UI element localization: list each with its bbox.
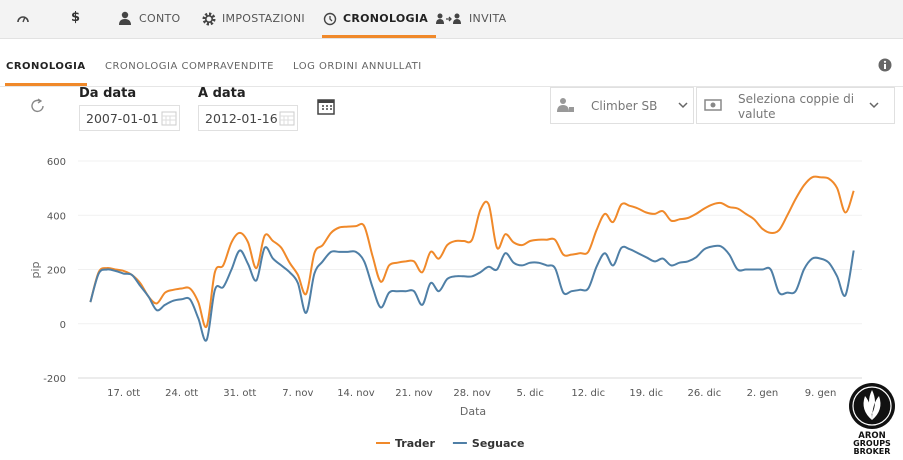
to-label: A data (198, 86, 246, 101)
pairs-select[interactable]: Seleziona coppie di valute (696, 87, 895, 124)
active-underline (322, 35, 436, 38)
nav-bar: $ CONTO IMPOSTAZIONI CRONOLOGIA INVITA (0, 0, 903, 39)
history-icon (323, 12, 337, 26)
account-icon (557, 98, 574, 112)
tab[interactable]: LOG ORDINI ANNULLATI (293, 61, 422, 72)
nav-item[interactable]: CRONOLOGIA (343, 12, 429, 25)
x-tick-label: 19. dic (629, 388, 663, 399)
x-tick-label: 21. nov (395, 388, 433, 399)
x-tick-label: 2. gen (747, 388, 779, 399)
invite-icon (436, 13, 461, 24)
account-select[interactable]: Climber SB (550, 87, 694, 124)
dashboard-icon[interactable] (16, 12, 30, 24)
y-axis-label: pip (29, 261, 42, 278)
tab[interactable]: CRONOLOGIA COMPRAVENDITE (105, 61, 274, 72)
x-tick-label: 12. dic (571, 388, 605, 399)
x-tick-label: 26. dic (688, 388, 722, 399)
from-label: Da data (79, 86, 137, 101)
from-input[interactable]: 2007-01-01 (79, 105, 180, 131)
series-line (89, 175, 855, 329)
nav-item[interactable]: INVITA (469, 12, 507, 25)
nav-item[interactable]: CONTO (139, 12, 181, 25)
x-tick-label: 5. dic (516, 388, 543, 399)
legend-label: Trader (395, 437, 435, 450)
info-icon[interactable] (878, 58, 892, 72)
x-tick-label: 9. gen (805, 388, 837, 399)
x-axis-label: Data (460, 405, 486, 418)
divider (0, 86, 903, 87)
nav-item[interactable]: IMPOSTAZIONI (222, 12, 305, 25)
logo (849, 383, 895, 429)
refresh-icon[interactable] (29, 97, 47, 115)
x-tick-label: 31. ott (223, 388, 256, 399)
pairs-value: Seleziona coppie di valute (738, 92, 855, 121)
to-value: 2012-01-16 (205, 111, 278, 126)
chevron (869, 102, 879, 109)
currency-icon[interactable]: $ (71, 10, 81, 25)
tab[interactable]: CRONOLOGIA (6, 61, 86, 72)
chevron (678, 102, 688, 109)
legend-label: Seguace (472, 437, 525, 450)
logo-text: ARON (858, 431, 885, 441)
logo-text: BROKER (854, 447, 891, 456)
x-tick-label: 17. ott (107, 388, 140, 399)
y-tick-label: -200 (43, 374, 66, 385)
x-tick-label: 28. nov (453, 388, 491, 399)
from-value: 2007-01-01 (86, 111, 159, 126)
x-tick-label: 7. nov (282, 388, 313, 399)
x-tick-label: 14. nov (337, 388, 375, 399)
y-tick-label: 200 (47, 266, 66, 277)
money-icon (704, 99, 722, 111)
account-value: Climber SB (591, 99, 658, 113)
calendar-button[interactable] (317, 97, 335, 115)
user-icon (119, 11, 131, 25)
y-tick-label: 600 (47, 157, 66, 168)
calendar-icon[interactable] (279, 110, 295, 126)
x-tick-label: 24. ott (165, 388, 198, 399)
to-input[interactable]: 2012-01-16 (198, 105, 298, 131)
series-line (89, 244, 855, 342)
settings-icon (202, 12, 216, 26)
y-tick-label: 400 (47, 211, 66, 222)
calendar-icon[interactable] (161, 110, 177, 126)
y-tick-label: 0 (60, 320, 66, 331)
active-tab-underline (5, 83, 87, 86)
logo-text: GROUPS (853, 439, 891, 448)
